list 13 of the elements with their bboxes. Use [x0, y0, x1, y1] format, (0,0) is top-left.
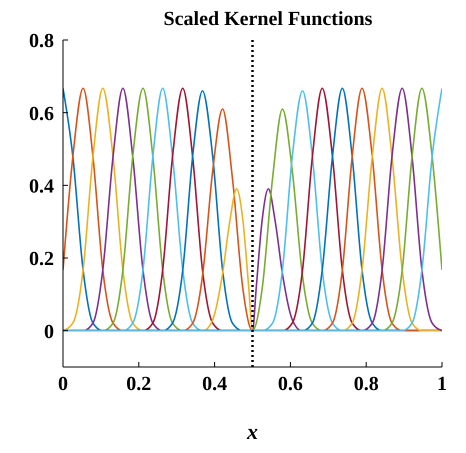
x-tick-label: 0	[58, 373, 68, 396]
x-tick-label: 0.8	[354, 373, 379, 396]
chart-title: Scaled Kernel Functions	[162, 8, 374, 31]
x-tick-label: 1	[437, 373, 447, 396]
x-tick-label: 0.2	[126, 373, 152, 396]
x-tick-label: 0.4	[202, 373, 228, 396]
y-tick-label: 0	[44, 320, 54, 343]
y-tick-label: 0.6	[29, 102, 54, 125]
y-tick-label: 0.4	[29, 175, 54, 198]
y-tick-label: 0.2	[29, 248, 54, 270]
y-tick-label: 0.8	[29, 30, 54, 52]
x-axis-title: x	[246, 419, 258, 444]
x-tick-label: 0.6	[278, 373, 303, 396]
